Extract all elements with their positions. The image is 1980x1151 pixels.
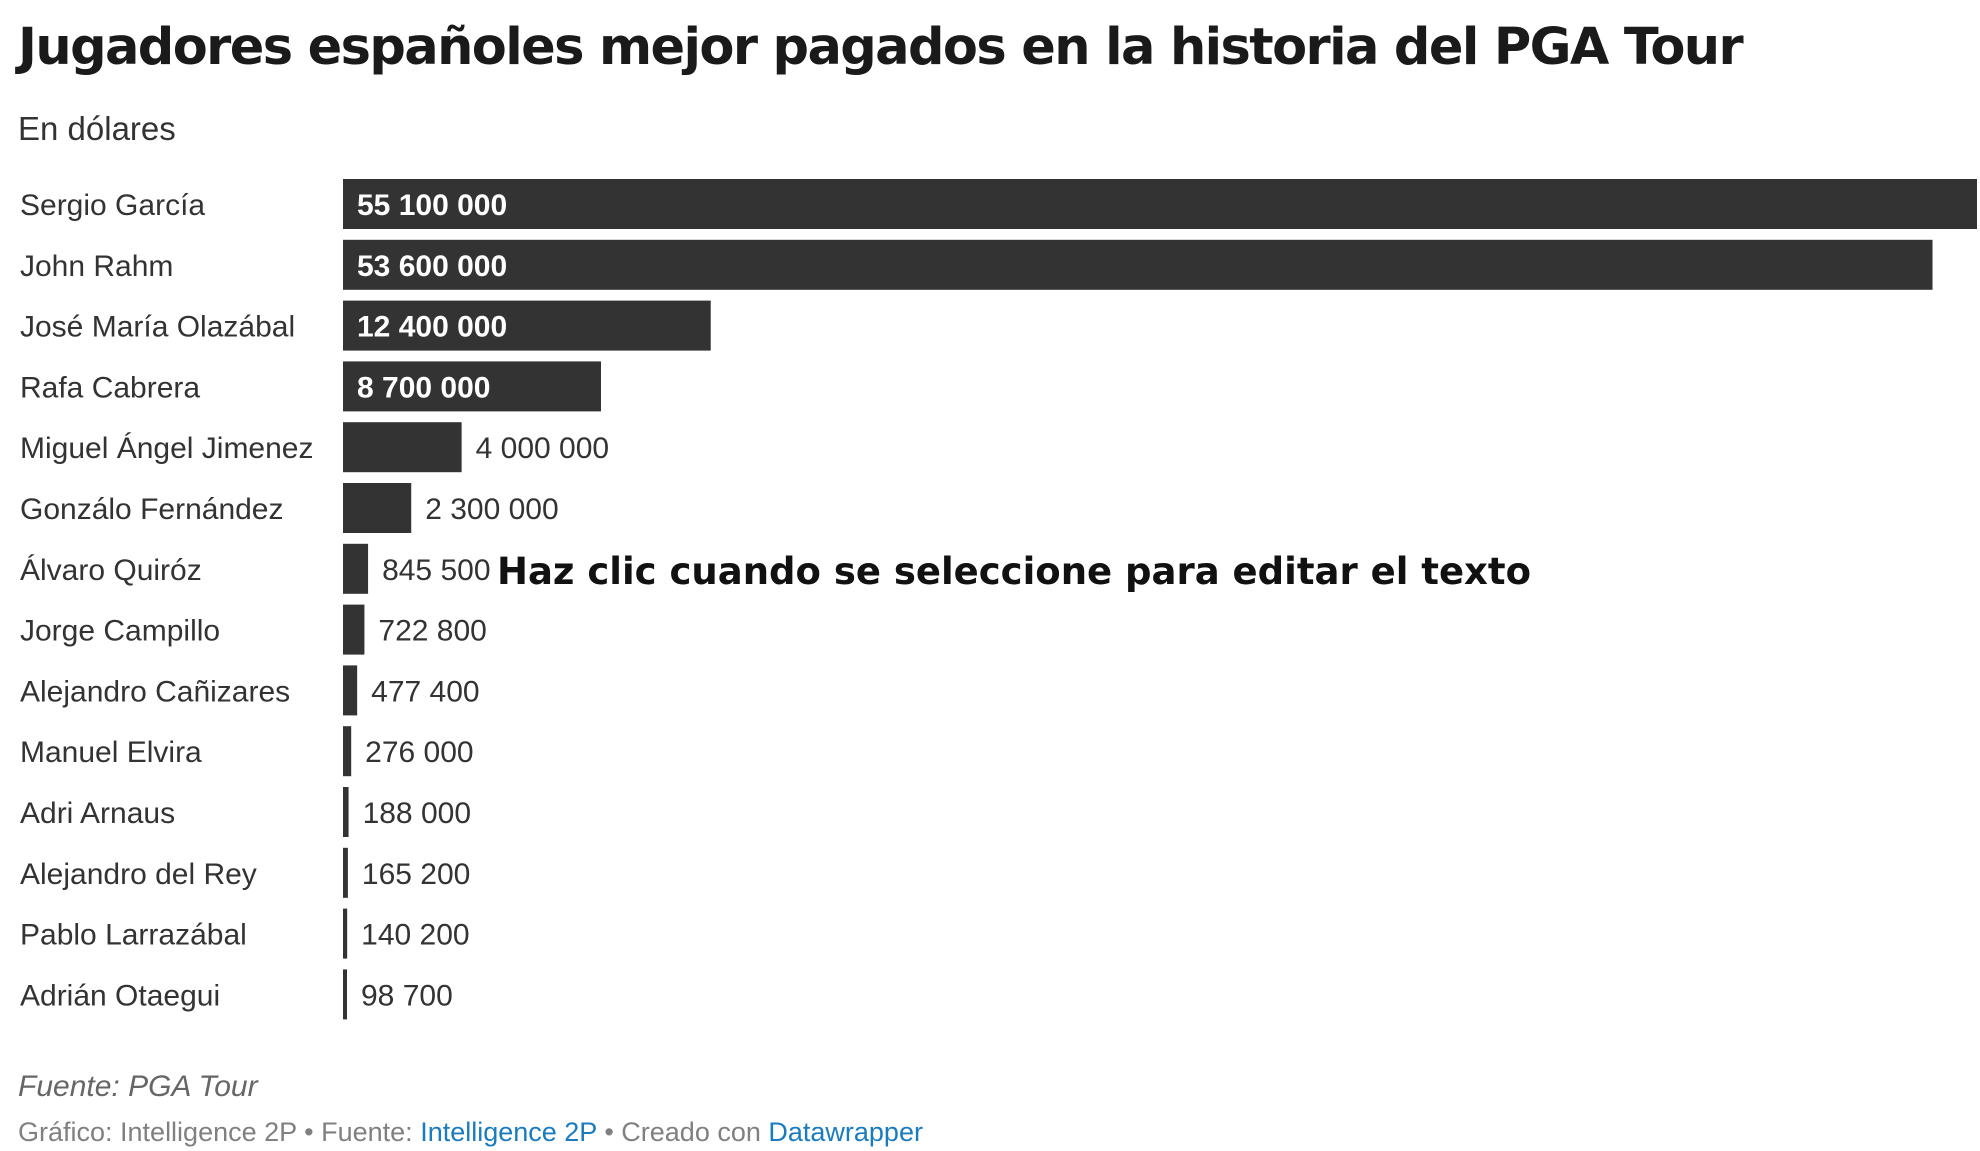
bar: [343, 483, 412, 533]
value-label: 140 200: [361, 919, 469, 952]
value-label: 2 300 000: [425, 493, 558, 526]
source-link[interactable]: Intelligence 2P: [420, 1117, 597, 1147]
category-label: Miguel Ángel Jimenez: [20, 432, 313, 465]
category-label: Sergio García: [20, 189, 205, 222]
bar: [343, 179, 1977, 229]
credit-prefix: Gráfico: Intelligence 2P • Fuente:: [18, 1117, 421, 1147]
value-label: 4 000 000: [476, 432, 609, 465]
category-label: Álvaro Quiróz: [20, 554, 202, 587]
editable-text-hint[interactable]: Haz clic cuando se seleccione para edita…: [497, 550, 1532, 593]
source-note: Fuente: PGA Tour: [18, 1070, 258, 1103]
value-label: 845 500: [382, 554, 490, 587]
bar: [343, 847, 348, 898]
bar: [343, 422, 462, 473]
value-label: 55 100 000: [357, 189, 507, 222]
value-label: 53 600 000: [357, 250, 507, 283]
bar: [343, 300, 711, 351]
bar: [343, 604, 365, 655]
bar: [343, 787, 349, 837]
value-label: 8 700 000: [357, 371, 490, 404]
value-label: 12 400 000: [357, 311, 507, 344]
category-label: Pablo Larrazábal: [20, 919, 247, 952]
bar: [343, 239, 1933, 290]
bar: [343, 726, 352, 777]
value-label: 477 400: [371, 675, 479, 708]
bar: [343, 543, 369, 594]
category-label: John Rahm: [20, 250, 173, 283]
bar: [343, 665, 358, 716]
chart-subtitle: En dólares: [18, 110, 176, 147]
bar: [343, 361, 601, 412]
datawrapper-link[interactable]: Datawrapper: [768, 1117, 923, 1147]
category-label: Adri Arnaus: [20, 797, 175, 830]
category-label: Rafa Cabrera: [20, 371, 200, 404]
category-label: José María Olazábal: [20, 311, 295, 344]
category-label: Alejandro del Rey: [20, 858, 257, 891]
bar: [343, 908, 348, 959]
bar: [343, 969, 347, 1020]
value-label: 722 800: [378, 615, 486, 648]
bar-rows: Sergio García 55 100 000 John Rahm 53 600 0…: [20, 179, 1977, 1020]
created-with-text: • Creado con: [596, 1117, 769, 1147]
value-label: 98 700: [361, 979, 453, 1012]
value-label: 188 000: [363, 797, 471, 830]
category-label: Manuel Elvira: [20, 736, 202, 769]
value-label: 165 200: [362, 858, 470, 891]
chart-title: Jugadores españoles mejor pagados en la …: [18, 18, 1744, 77]
category-label: Jorge Campillo: [20, 615, 220, 648]
bar-chart: Sergio García 55 100 000 John Rahm 53 600 0…: [20, 179, 1977, 1020]
category-label: Adrián Otaegui: [20, 979, 220, 1012]
credits-line: Gráfico: Intelligence 2P • Fuente: Intel…: [18, 1117, 923, 1148]
category-label: Alejandro Cañizares: [20, 675, 290, 708]
category-label: Gonzálo Fernández: [20, 493, 284, 526]
value-label: 276 000: [365, 736, 473, 769]
